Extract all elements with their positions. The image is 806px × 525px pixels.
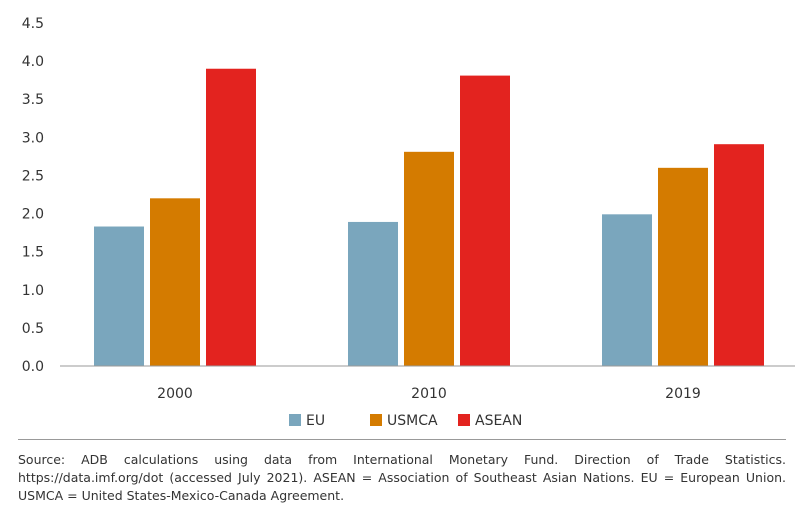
legend-label-usmca: USMCA (387, 413, 438, 429)
bar-eu-2010 (348, 221, 398, 366)
legend-label-asean: ASEAN (475, 413, 522, 429)
y-tick-label-2: 1.0 (22, 283, 44, 299)
y-tick-label-8: 4.0 (22, 54, 44, 70)
y-tick-label-3: 1.5 (22, 245, 44, 261)
legend-swatch-asean (458, 414, 470, 426)
y-tick-label-9: 4.5 (22, 16, 44, 32)
bar-eu-2000 (94, 226, 144, 366)
bar-usmca-2010 (404, 151, 454, 366)
bar-asean-2019 (714, 144, 764, 366)
bar-usmca-2000 (150, 198, 200, 366)
bar-usmca-2019 (658, 167, 708, 366)
legend-swatch-eu (289, 414, 301, 426)
y-tick-label-0: 0.0 (22, 359, 44, 375)
y-tick-label-1: 0.5 (22, 321, 44, 337)
legend-swatch-usmca (370, 414, 382, 426)
x-tick-label-2019: 2019 (665, 386, 701, 402)
bar-chart: 0.00.51.01.52.02.53.03.54.04.5 2000 2010 2… (22, 16, 795, 429)
bar-asean-2010 (460, 75, 510, 367)
y-tick-label-5: 2.5 (22, 168, 44, 184)
y-axis: 0.0 0.5 1.0 1.5 2.0 2.5 3.0 3.5 4.0 4.5 (22, 16, 44, 375)
bars (94, 68, 764, 367)
x-tick-label-2000: 2000 (157, 386, 193, 402)
x-axis: 2000 2010 2019 (157, 386, 701, 402)
legend-label-eu: EU (306, 413, 325, 429)
legend: EU USMCA ASEAN (289, 413, 522, 429)
y-tick-label-4: 2.0 (22, 207, 44, 223)
x-tick-label-2010: 2010 (411, 386, 447, 402)
source-divider (18, 439, 786, 440)
source-note: Source: ADB calculations using data from… (18, 452, 786, 503)
bar-asean-2000 (206, 68, 256, 366)
y-tick-label-6: 3.0 (22, 130, 44, 146)
y-tick-label-7: 3.5 (22, 92, 44, 108)
bar-eu-2019 (602, 214, 652, 366)
